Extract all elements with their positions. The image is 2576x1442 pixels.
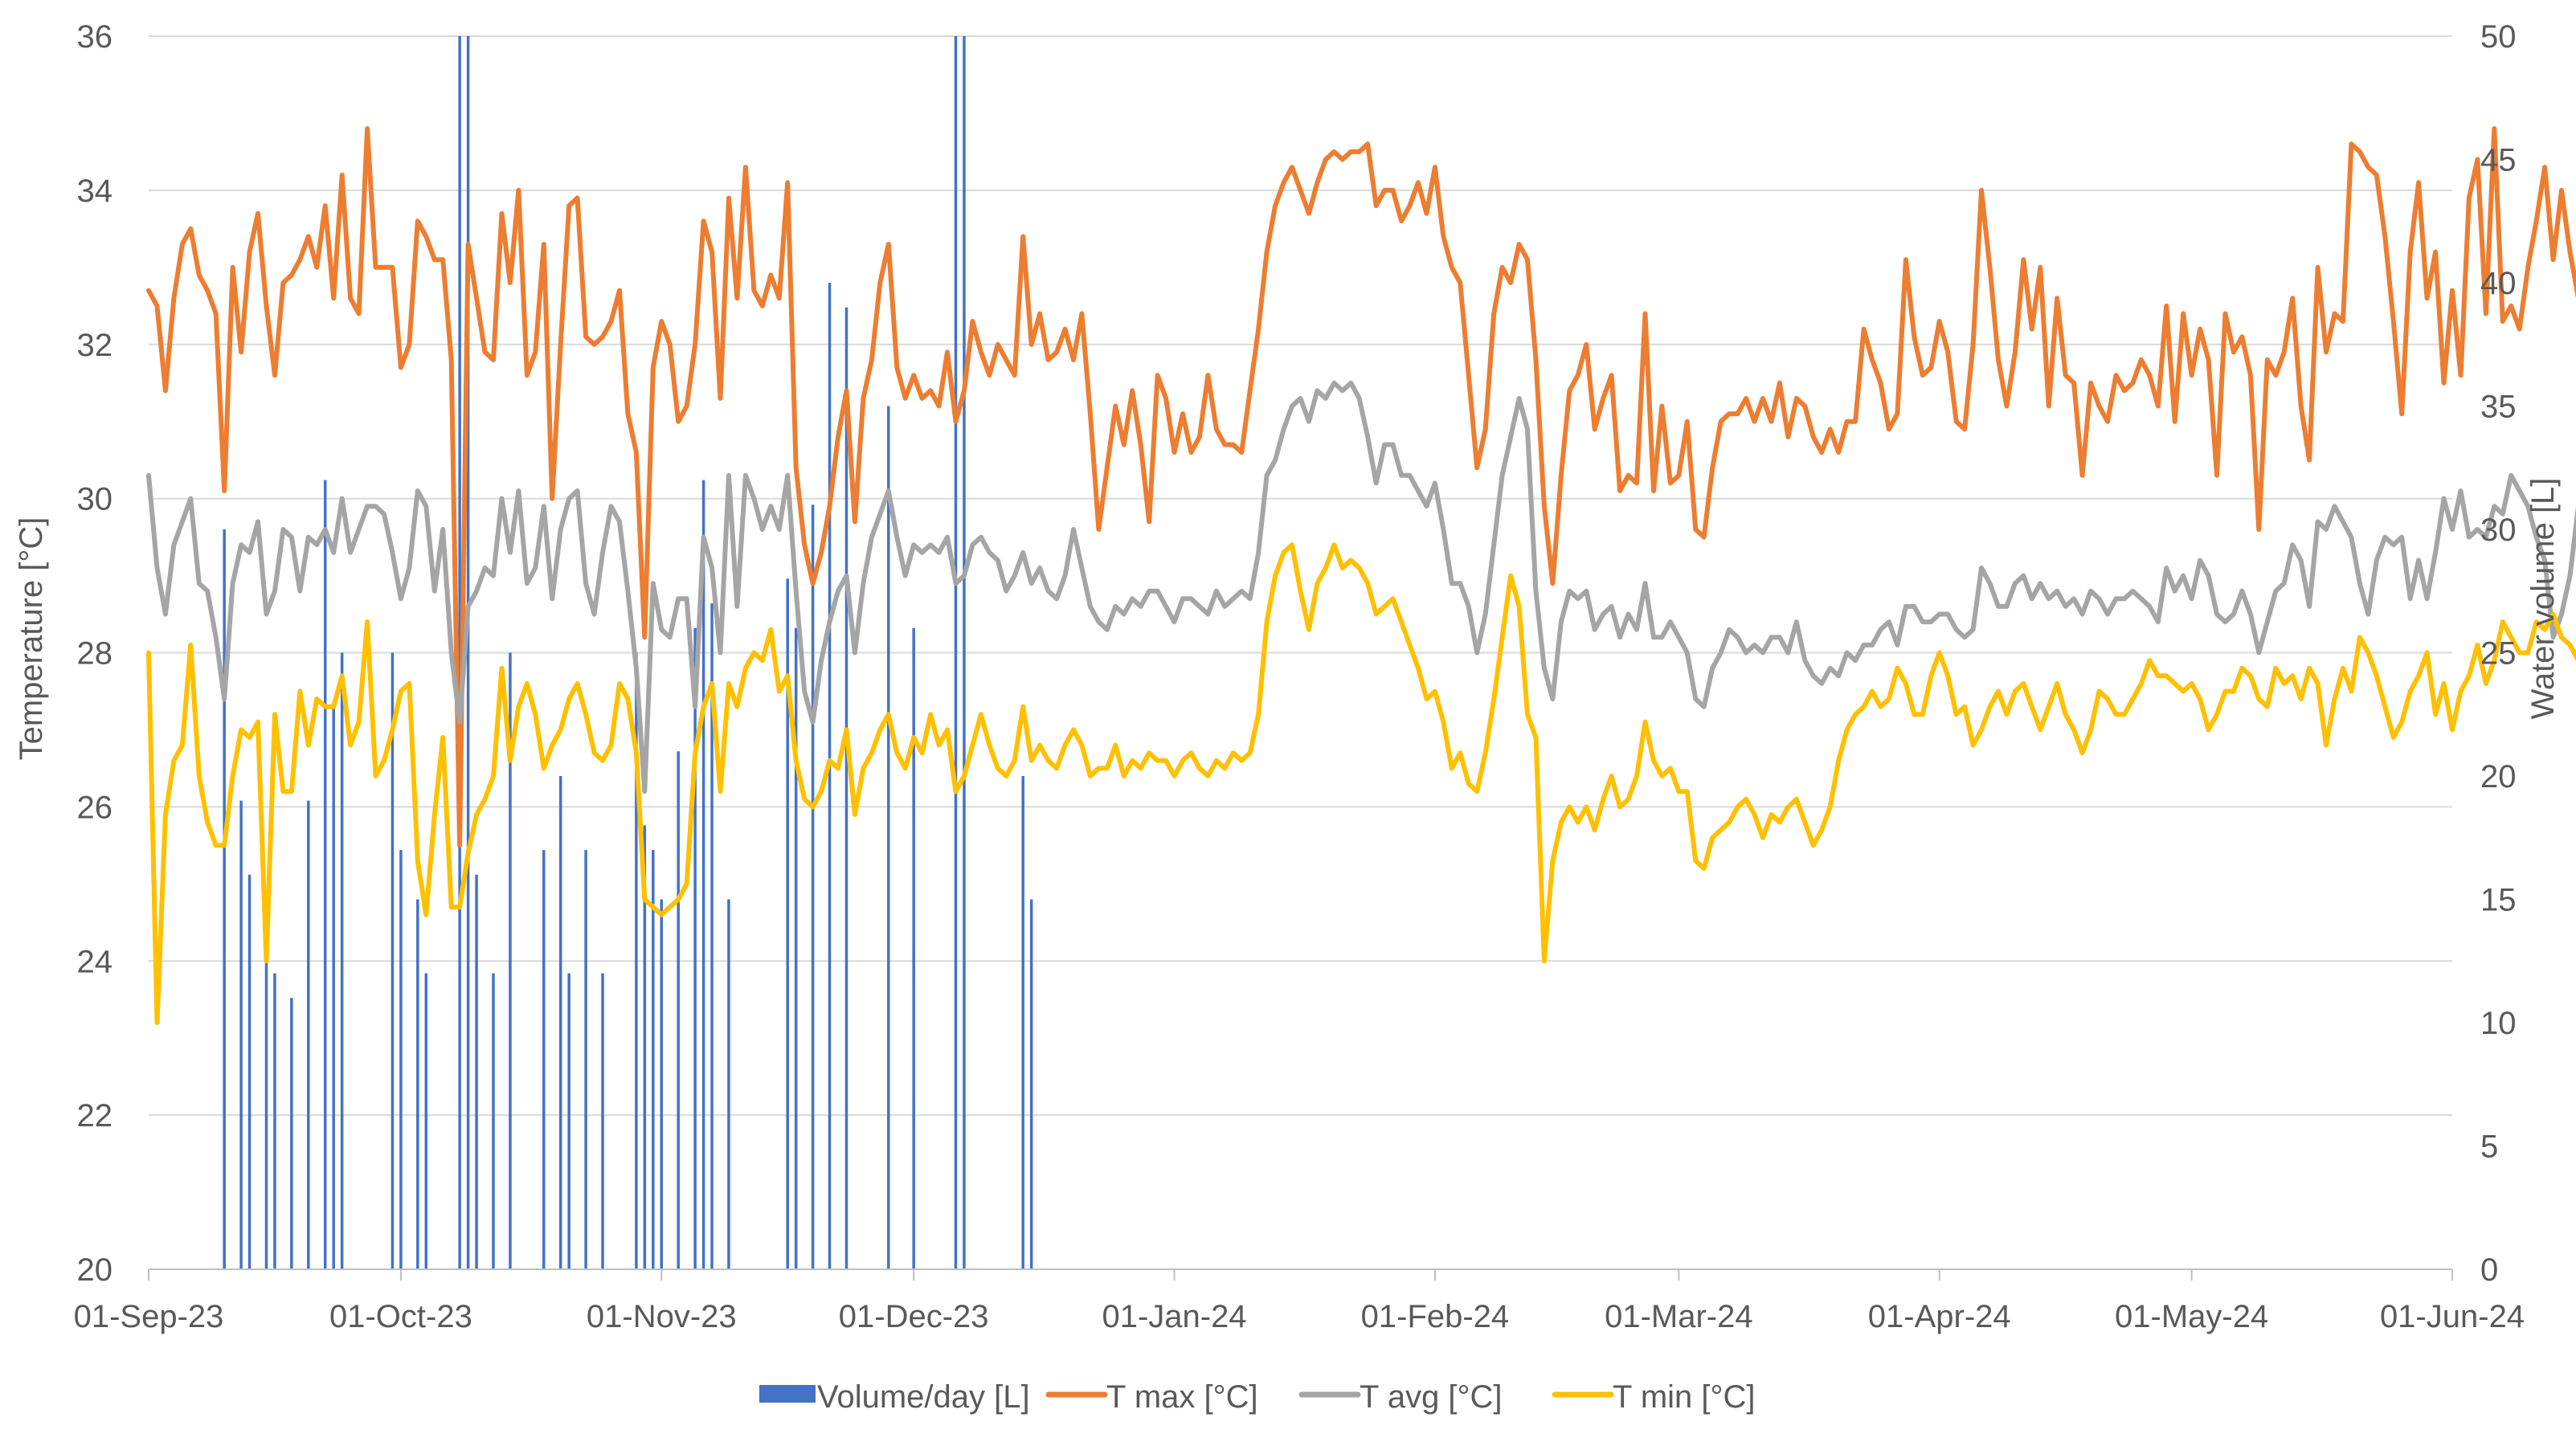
volume-bar xyxy=(727,899,730,1269)
volume-bar xyxy=(399,850,403,1269)
volume-bar xyxy=(567,973,570,1269)
y-tick-label-left: 32 xyxy=(77,328,113,363)
temperature-lines xyxy=(146,126,2576,1025)
axes: 20 22 24 26 28 30 32 34 36 0 5 10 15 20 25 30 35 40 45 50 01… xyxy=(74,19,2525,1334)
volume-bar xyxy=(332,701,335,1269)
volume-bar xyxy=(416,899,419,1269)
y-tick-label-right: 20 xyxy=(2480,759,2517,795)
volume-bar xyxy=(912,627,915,1269)
volume-bar xyxy=(424,973,428,1269)
legend-label: T min [°C] xyxy=(1613,1379,1756,1415)
x-tick-label: 01-Mar-24 xyxy=(1605,1299,1753,1334)
legend-label: Volume/day [L] xyxy=(817,1379,1030,1415)
volume-bar xyxy=(660,899,664,1269)
legend-label: T max [°C] xyxy=(1106,1379,1258,1415)
x-tick-label: 01-Jan-24 xyxy=(1102,1299,1246,1334)
legend-item: Volume/day [L] xyxy=(759,1379,1030,1415)
legend: Volume/day [L] T max [°C] T avg [°C] T min … xyxy=(759,1379,1756,1415)
tavg-line xyxy=(146,380,2576,795)
volume-bar xyxy=(1029,899,1033,1269)
volume-bar xyxy=(677,751,680,1269)
y-tick-label-right: 10 xyxy=(2480,1006,2517,1041)
y-tick-label-right: 35 xyxy=(2480,390,2517,425)
volume-bar xyxy=(635,652,638,1269)
volume-bar xyxy=(458,36,461,1269)
y-tick-label-left: 20 xyxy=(77,1252,113,1288)
volume-bar xyxy=(584,850,587,1269)
y-tick-label-right: 25 xyxy=(2480,636,2517,672)
y-tick-label-right: 45 xyxy=(2480,143,2517,178)
x-tick-label: 01-Oct-23 xyxy=(329,1299,472,1334)
volume-bar xyxy=(466,36,470,1269)
volume-bar xyxy=(323,480,327,1269)
legend-item: T min [°C] xyxy=(1552,1379,1756,1415)
volume-bar xyxy=(601,973,604,1269)
y-tick-label-left: 26 xyxy=(77,790,113,825)
volume-bar xyxy=(247,874,251,1269)
legend-item: T max [°C] xyxy=(1045,1379,1258,1415)
volume-bar xyxy=(492,973,495,1269)
volume-bar xyxy=(828,283,832,1269)
volume-bar xyxy=(264,924,268,1269)
volume-bar xyxy=(643,825,647,1269)
x-tick-label: 01-Jun-24 xyxy=(2380,1299,2525,1334)
volume-bar xyxy=(223,529,226,1269)
y-tick-label-right: 0 xyxy=(2480,1252,2498,1288)
legend-item: T avg [°C] xyxy=(1298,1379,1503,1415)
x-tick-label: 01-Feb-24 xyxy=(1361,1299,1510,1334)
volume-bar xyxy=(786,578,789,1269)
volume-bar xyxy=(811,504,815,1269)
volume-bar xyxy=(954,36,958,1269)
gridlines xyxy=(149,35,2452,1270)
volume-bar xyxy=(701,480,705,1269)
volume-bar xyxy=(693,627,697,1269)
volume-bar xyxy=(844,307,848,1270)
tmin-line xyxy=(146,542,2576,1025)
y-tick-label-left: 34 xyxy=(77,174,113,209)
volume-bar xyxy=(652,850,655,1269)
legend-swatch-bar xyxy=(759,1385,816,1403)
y-tick-label-left: 24 xyxy=(77,944,113,979)
y-tick-label-left: 28 xyxy=(77,636,113,672)
volume-bar xyxy=(273,973,276,1269)
x-tick-label: 01-Dec-23 xyxy=(839,1299,989,1334)
y-axis-title-right: Water volume [L] xyxy=(2525,478,2561,720)
y-tick-label-right: 5 xyxy=(2480,1129,2498,1165)
x-tick-label: 01-May-24 xyxy=(2115,1299,2268,1334)
y-tick-label-left: 30 xyxy=(77,482,113,517)
y-tick-label-right: 30 xyxy=(2480,513,2517,548)
legend-label: T avg [°C] xyxy=(1360,1379,1503,1415)
y-tick-label-right: 15 xyxy=(2480,883,2517,918)
volume-bar xyxy=(558,776,562,1269)
volume-bar xyxy=(390,652,395,1269)
volume-bar xyxy=(710,603,714,1269)
volume-bar xyxy=(794,627,798,1269)
volume-bar xyxy=(290,998,293,1269)
volume-bar xyxy=(475,874,478,1269)
y-tick-label-left: 36 xyxy=(77,19,113,55)
volume-bar xyxy=(1021,776,1024,1269)
tmax-line xyxy=(146,126,2576,848)
x-tick-label: 01-Sep-23 xyxy=(74,1299,224,1334)
volume-bars xyxy=(223,36,1033,1270)
volume-bar xyxy=(340,652,344,1269)
y-tick-label-left: 22 xyxy=(77,1098,113,1134)
y-tick-label-right: 50 xyxy=(2480,19,2517,55)
x-tick-label: 01-Nov-23 xyxy=(587,1299,737,1334)
volume-bar xyxy=(307,800,310,1269)
volume-bar xyxy=(239,800,243,1269)
volume-bar xyxy=(509,652,512,1269)
volume-bar xyxy=(963,36,966,1269)
volume-bar xyxy=(542,850,546,1269)
x-tick-label: 01-Apr-24 xyxy=(1868,1299,2011,1334)
y-tick-label-right: 40 xyxy=(2480,266,2517,301)
volume-bar xyxy=(887,406,890,1269)
y-axis-title-left: Temperature [°C] xyxy=(14,517,49,761)
